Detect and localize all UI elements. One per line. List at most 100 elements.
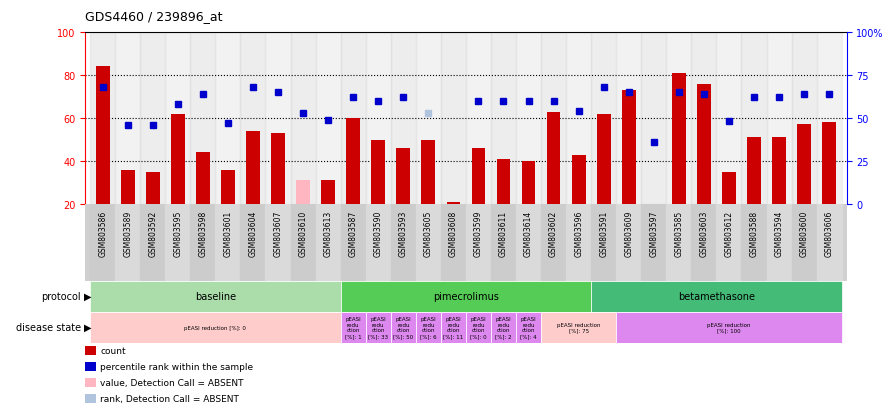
Bar bbox=[90, 281, 340, 312]
Text: GSM803613: GSM803613 bbox=[323, 211, 332, 257]
Bar bbox=[265, 204, 290, 281]
Text: GSM803590: GSM803590 bbox=[374, 211, 383, 257]
Bar bbox=[322, 181, 335, 204]
Bar bbox=[141, 33, 165, 204]
Text: pEASI
redu
ction
[%]: 2: pEASI redu ction [%]: 2 bbox=[495, 316, 512, 339]
Bar bbox=[491, 204, 516, 281]
Bar bbox=[541, 204, 566, 281]
Bar bbox=[391, 33, 416, 204]
Text: GSM803607: GSM803607 bbox=[273, 211, 282, 257]
Bar bbox=[240, 204, 265, 281]
Bar bbox=[591, 281, 841, 312]
Bar bbox=[441, 312, 466, 343]
Bar bbox=[491, 33, 516, 204]
Bar bbox=[416, 204, 441, 281]
Bar bbox=[190, 33, 215, 204]
Bar bbox=[767, 33, 791, 204]
Bar bbox=[597, 114, 610, 204]
Bar bbox=[90, 312, 340, 343]
Bar bbox=[616, 33, 642, 204]
Bar bbox=[315, 33, 340, 204]
Bar bbox=[116, 33, 141, 204]
Text: protocol: protocol bbox=[41, 291, 81, 301]
Bar bbox=[692, 33, 717, 204]
Bar bbox=[90, 33, 116, 204]
Text: GSM803598: GSM803598 bbox=[198, 211, 207, 257]
Bar bbox=[591, 204, 616, 281]
Bar bbox=[290, 204, 315, 281]
Bar bbox=[541, 33, 566, 204]
Bar bbox=[667, 33, 692, 204]
Text: GSM803610: GSM803610 bbox=[298, 211, 307, 257]
Bar bbox=[667, 204, 692, 281]
Bar bbox=[566, 33, 591, 204]
Bar bbox=[96, 67, 109, 204]
Bar bbox=[516, 33, 541, 204]
Bar bbox=[496, 159, 511, 204]
Text: GSM803596: GSM803596 bbox=[574, 211, 583, 257]
Text: ▶: ▶ bbox=[84, 291, 91, 301]
Bar bbox=[516, 204, 541, 281]
Bar bbox=[190, 204, 215, 281]
Bar bbox=[340, 312, 366, 343]
Text: GSM803589: GSM803589 bbox=[124, 211, 133, 257]
Text: GSM803595: GSM803595 bbox=[173, 211, 182, 257]
Text: GSM803606: GSM803606 bbox=[824, 211, 833, 257]
Bar bbox=[215, 204, 240, 281]
Bar bbox=[697, 85, 711, 204]
Bar bbox=[797, 125, 811, 204]
Bar bbox=[416, 312, 441, 343]
Bar bbox=[622, 91, 635, 204]
Bar bbox=[441, 33, 466, 204]
Bar bbox=[196, 153, 210, 204]
Bar bbox=[742, 204, 767, 281]
Bar bbox=[171, 114, 185, 204]
Text: GSM803587: GSM803587 bbox=[349, 211, 358, 257]
Bar bbox=[366, 204, 391, 281]
Bar bbox=[616, 312, 841, 343]
Text: GSM803599: GSM803599 bbox=[474, 211, 483, 257]
Text: betamethasone: betamethasone bbox=[678, 291, 755, 301]
Text: pEASI reduction
[%]: 100: pEASI reduction [%]: 100 bbox=[707, 322, 751, 333]
Bar bbox=[616, 204, 642, 281]
Text: pEASI
redu
ction
[%]: 0: pEASI redu ction [%]: 0 bbox=[470, 316, 487, 339]
Text: GSM803608: GSM803608 bbox=[449, 211, 458, 257]
Bar bbox=[146, 172, 159, 204]
Bar bbox=[491, 312, 516, 343]
Text: GSM803588: GSM803588 bbox=[750, 211, 759, 256]
Text: rank, Detection Call = ABSENT: rank, Detection Call = ABSENT bbox=[100, 394, 239, 403]
Bar bbox=[717, 33, 742, 204]
Bar bbox=[340, 33, 366, 204]
Text: count: count bbox=[100, 347, 126, 356]
Bar bbox=[441, 204, 466, 281]
Bar bbox=[547, 112, 561, 204]
Text: GSM803603: GSM803603 bbox=[700, 211, 709, 257]
Bar bbox=[767, 204, 791, 281]
Text: percentile rank within the sample: percentile rank within the sample bbox=[100, 362, 254, 371]
Bar bbox=[340, 204, 366, 281]
Text: GSM803612: GSM803612 bbox=[725, 211, 734, 256]
Text: GSM803604: GSM803604 bbox=[248, 211, 257, 257]
Bar bbox=[791, 33, 816, 204]
Bar bbox=[297, 181, 310, 204]
Bar bbox=[816, 204, 841, 281]
Bar bbox=[717, 204, 742, 281]
Bar bbox=[421, 140, 435, 204]
Text: GSM803591: GSM803591 bbox=[599, 211, 608, 257]
Bar bbox=[340, 281, 591, 312]
Text: baseline: baseline bbox=[194, 291, 236, 301]
Bar bbox=[121, 170, 134, 204]
Text: GSM803602: GSM803602 bbox=[549, 211, 558, 257]
Bar bbox=[221, 170, 235, 204]
Bar bbox=[391, 204, 416, 281]
Bar bbox=[672, 74, 685, 204]
Bar bbox=[722, 172, 736, 204]
Bar bbox=[371, 140, 385, 204]
Bar bbox=[141, 204, 165, 281]
Bar bbox=[240, 33, 265, 204]
Bar bbox=[541, 312, 616, 343]
Text: GSM803585: GSM803585 bbox=[675, 211, 684, 257]
Bar bbox=[416, 33, 441, 204]
Text: pEASI
redu
ction
[%]: 33: pEASI redu ction [%]: 33 bbox=[368, 316, 388, 339]
Text: pimecrolimus: pimecrolimus bbox=[433, 291, 499, 301]
